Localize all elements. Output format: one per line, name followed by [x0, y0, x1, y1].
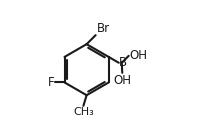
Text: B: B: [119, 56, 128, 69]
Text: OH: OH: [113, 74, 131, 87]
Text: CH₃: CH₃: [73, 107, 94, 117]
Text: Br: Br: [96, 22, 110, 35]
Text: OH: OH: [129, 49, 147, 62]
Text: F: F: [48, 76, 55, 89]
